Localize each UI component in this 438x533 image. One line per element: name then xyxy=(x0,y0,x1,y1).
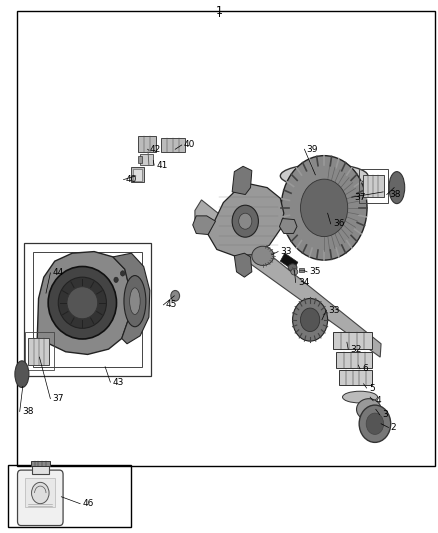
Ellipse shape xyxy=(252,246,274,265)
Ellipse shape xyxy=(281,156,367,260)
Ellipse shape xyxy=(120,271,125,276)
Text: 44: 44 xyxy=(53,269,64,277)
Bar xyxy=(8,465,131,527)
Text: 38: 38 xyxy=(389,190,400,199)
Bar xyxy=(138,136,156,152)
Bar xyxy=(161,138,185,152)
Bar xyxy=(33,252,142,367)
Text: 32: 32 xyxy=(350,345,362,353)
Ellipse shape xyxy=(300,308,320,332)
Text: 43: 43 xyxy=(113,378,124,386)
Bar xyxy=(28,338,49,365)
Ellipse shape xyxy=(293,298,328,341)
Text: 2: 2 xyxy=(391,423,396,432)
Text: 41: 41 xyxy=(156,161,168,169)
Bar xyxy=(31,461,50,466)
Bar xyxy=(131,167,144,182)
Text: 37: 37 xyxy=(354,193,365,201)
Text: 3: 3 xyxy=(382,410,388,419)
Text: 40: 40 xyxy=(184,141,195,149)
FancyBboxPatch shape xyxy=(18,470,63,526)
Text: 6: 6 xyxy=(362,365,368,373)
Ellipse shape xyxy=(32,482,49,504)
Ellipse shape xyxy=(366,413,384,434)
Polygon shape xyxy=(279,219,297,233)
Ellipse shape xyxy=(389,172,405,204)
Ellipse shape xyxy=(300,179,348,237)
Ellipse shape xyxy=(291,168,357,184)
Text: 5: 5 xyxy=(369,384,374,392)
Polygon shape xyxy=(193,216,215,235)
Bar xyxy=(333,332,372,349)
Bar xyxy=(24,243,151,376)
Ellipse shape xyxy=(67,287,98,319)
Ellipse shape xyxy=(48,266,117,339)
Text: 34: 34 xyxy=(298,278,309,287)
Polygon shape xyxy=(280,253,298,270)
Ellipse shape xyxy=(130,288,140,314)
Text: 39: 39 xyxy=(307,145,318,154)
Bar xyxy=(359,169,388,203)
Polygon shape xyxy=(195,200,381,357)
Ellipse shape xyxy=(171,290,180,301)
Polygon shape xyxy=(208,184,284,256)
Bar xyxy=(25,478,55,507)
Ellipse shape xyxy=(357,399,381,420)
Text: 38: 38 xyxy=(22,407,33,416)
Bar xyxy=(363,175,384,197)
Ellipse shape xyxy=(280,164,368,188)
Ellipse shape xyxy=(124,276,146,327)
Text: 40: 40 xyxy=(126,175,137,184)
Bar xyxy=(25,332,54,370)
Bar xyxy=(336,352,372,368)
Ellipse shape xyxy=(232,205,258,237)
Text: 1: 1 xyxy=(215,6,223,17)
Text: 46: 46 xyxy=(82,499,94,508)
Text: 45: 45 xyxy=(166,301,177,309)
Ellipse shape xyxy=(114,277,118,282)
Polygon shape xyxy=(113,253,150,344)
Bar xyxy=(32,465,49,474)
Bar xyxy=(138,156,142,163)
Text: 33: 33 xyxy=(328,306,340,314)
Bar xyxy=(17,11,435,466)
Polygon shape xyxy=(37,252,129,354)
Ellipse shape xyxy=(239,213,252,229)
Bar xyxy=(133,169,142,181)
Ellipse shape xyxy=(58,277,106,328)
Ellipse shape xyxy=(15,361,29,387)
Text: 33: 33 xyxy=(280,247,292,256)
Bar xyxy=(339,370,372,385)
Polygon shape xyxy=(234,253,252,277)
Text: 35: 35 xyxy=(309,268,321,276)
Bar xyxy=(299,268,304,272)
Text: 36: 36 xyxy=(333,220,344,228)
Text: 37: 37 xyxy=(53,394,64,403)
Polygon shape xyxy=(232,166,252,195)
Ellipse shape xyxy=(359,405,391,442)
Ellipse shape xyxy=(343,391,378,403)
Ellipse shape xyxy=(291,269,298,275)
Ellipse shape xyxy=(288,264,297,271)
Text: 4: 4 xyxy=(375,397,381,405)
Text: 42: 42 xyxy=(150,145,161,154)
Bar xyxy=(140,154,153,165)
